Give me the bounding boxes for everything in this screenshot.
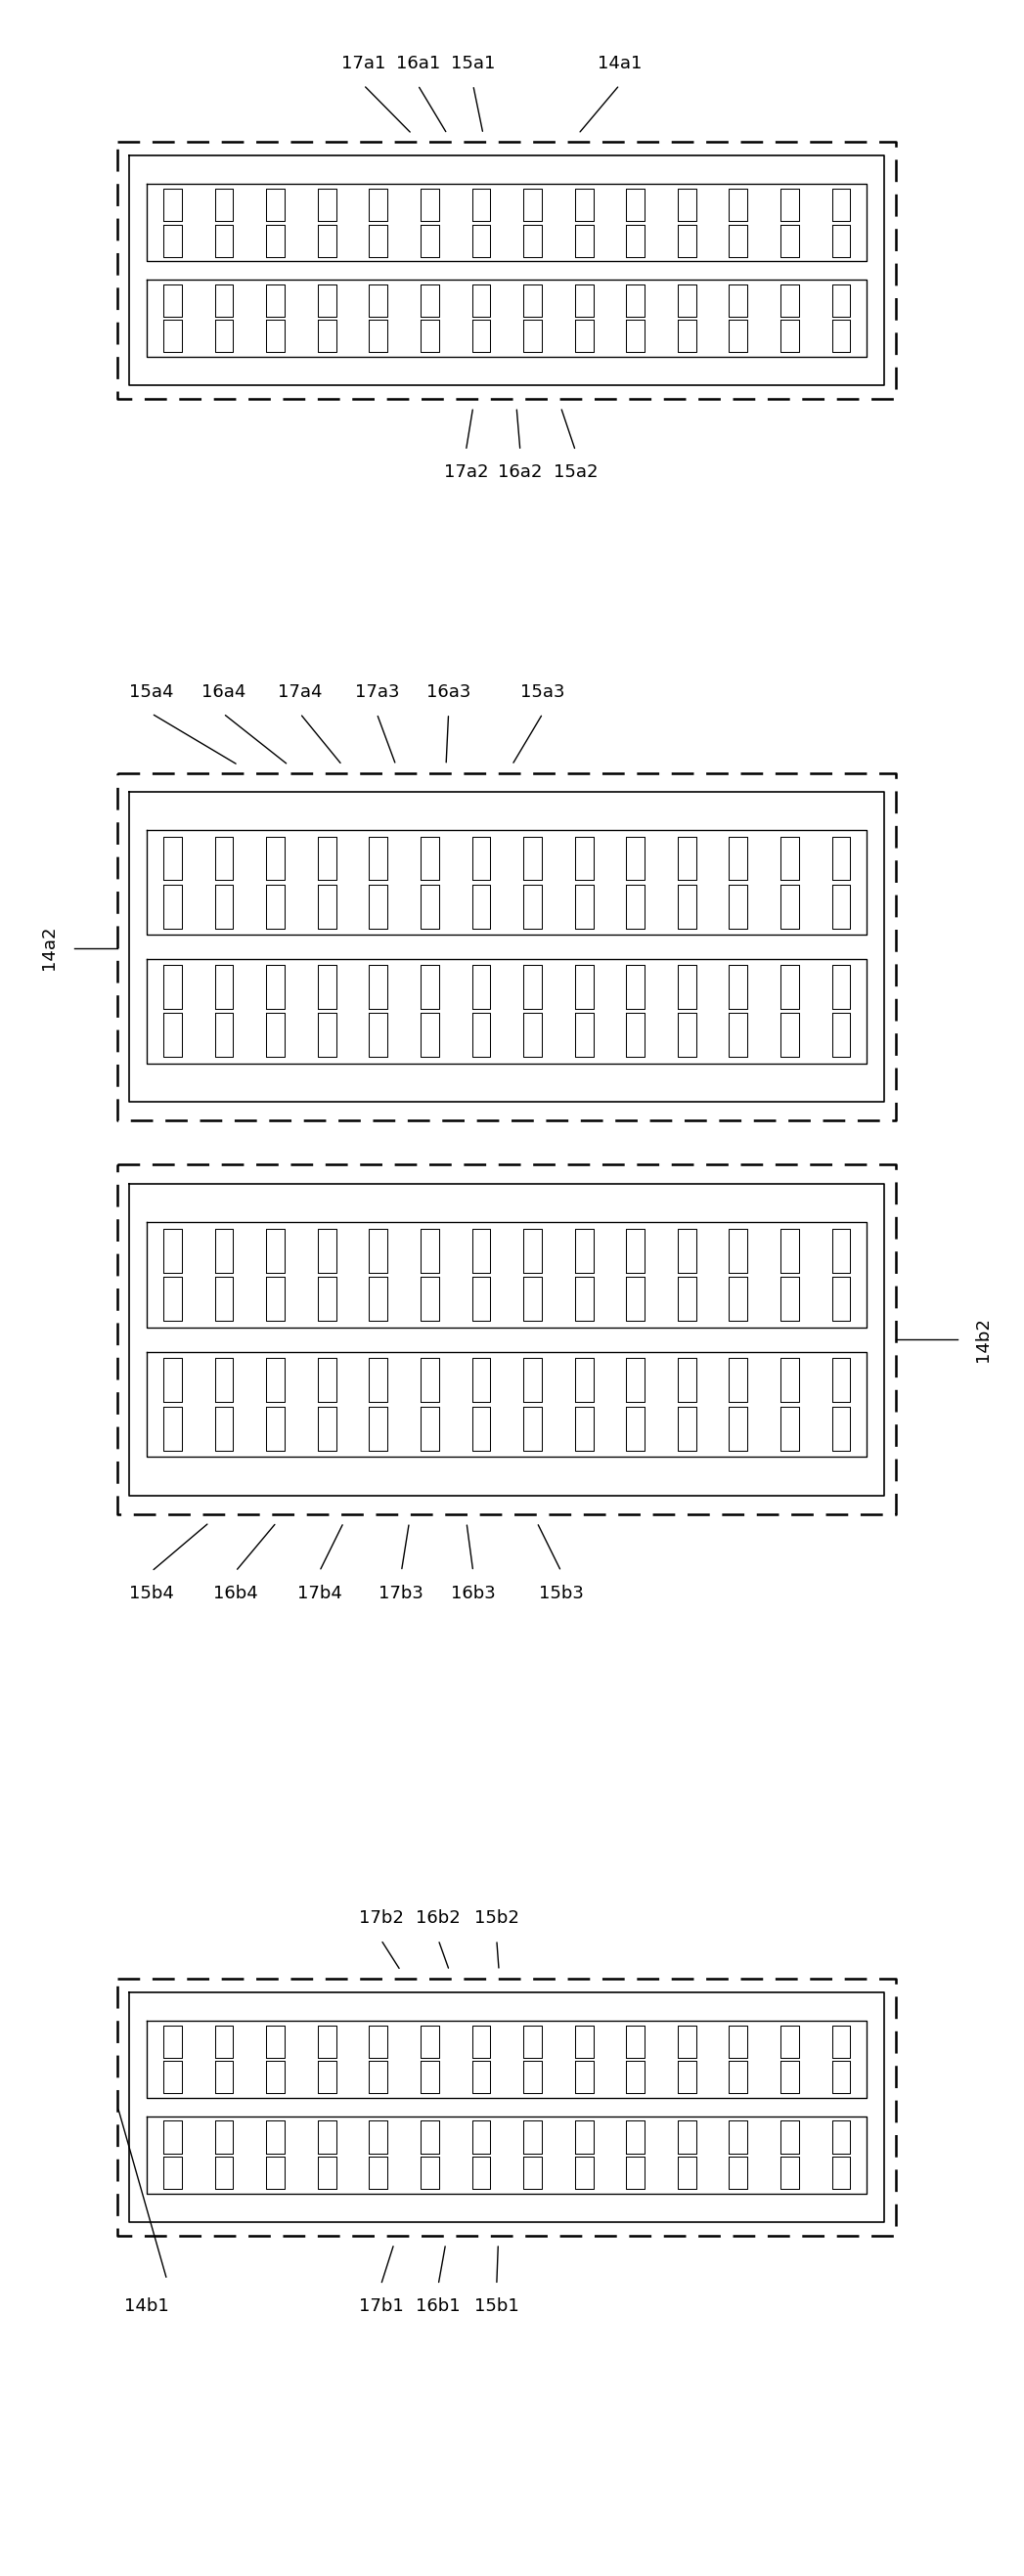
Text: 17a2: 17a2 xyxy=(443,464,488,482)
Text: 16a2: 16a2 xyxy=(498,464,543,482)
Text: 16a3: 16a3 xyxy=(426,683,471,701)
Text: 16b2: 16b2 xyxy=(416,1909,461,1927)
Text: 15a2: 15a2 xyxy=(553,464,598,482)
Text: 15b1: 15b1 xyxy=(474,2298,519,2316)
Text: 15b4: 15b4 xyxy=(129,1584,174,1602)
Text: 17b1: 17b1 xyxy=(358,2298,403,2316)
Text: 16a4: 16a4 xyxy=(201,683,246,701)
Text: 14a2: 14a2 xyxy=(40,925,58,971)
Text: 14b1: 14b1 xyxy=(124,2298,169,2316)
Text: 17a1: 17a1 xyxy=(341,54,386,72)
Text: 17b2: 17b2 xyxy=(358,1909,403,1927)
Text: 15b3: 15b3 xyxy=(539,1584,584,1602)
Text: 17b3: 17b3 xyxy=(379,1584,424,1602)
Text: 15b2: 15b2 xyxy=(474,1909,519,1927)
Text: 15a1: 15a1 xyxy=(451,54,496,72)
Text: 14a1: 14a1 xyxy=(597,54,642,72)
Text: 16b4: 16b4 xyxy=(213,1584,258,1602)
Text: 14b2: 14b2 xyxy=(974,1316,992,1363)
Text: 17b4: 17b4 xyxy=(297,1584,342,1602)
Text: 16a1: 16a1 xyxy=(395,54,440,72)
Text: 17a4: 17a4 xyxy=(278,683,323,701)
Text: 16b3: 16b3 xyxy=(451,1584,496,1602)
Text: 16b1: 16b1 xyxy=(416,2298,461,2316)
Text: 17a3: 17a3 xyxy=(354,683,399,701)
Text: 15a4: 15a4 xyxy=(129,683,174,701)
Text: 15a3: 15a3 xyxy=(520,683,565,701)
